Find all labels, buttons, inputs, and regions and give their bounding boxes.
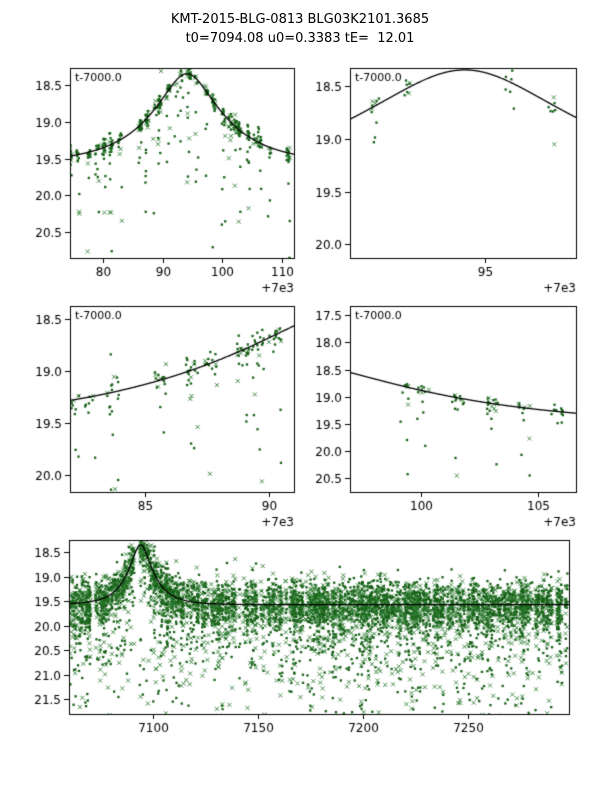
panel-full-season-canvas bbox=[17, 534, 583, 750]
figure-title: KMT-2015-BLG-0813 BLG03K2101.3685 bbox=[170, 12, 430, 27]
panel-peak-detail-canvas bbox=[300, 62, 582, 298]
figure-subtitle: t0=7094.08 u0=0.3383 tE= 12.01 bbox=[185, 31, 415, 46]
panel-falling-wing-canvas bbox=[300, 300, 582, 532]
panel-peak-zoom-canvas bbox=[20, 62, 300, 298]
panel-rising-wing-canvas bbox=[20, 300, 300, 532]
